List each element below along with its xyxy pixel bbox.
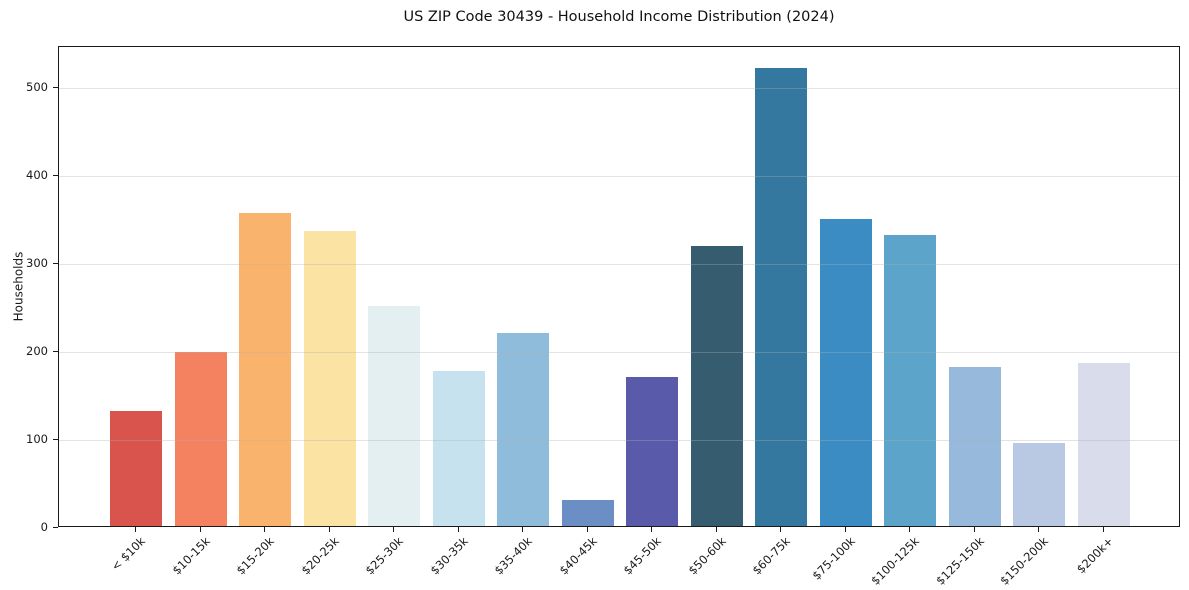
x-tick-mark-12	[844, 527, 846, 532]
x-tick-mark-15	[1038, 527, 1040, 532]
bar-11	[755, 67, 808, 526]
bar-5	[368, 305, 421, 526]
bar-12	[819, 219, 872, 526]
x-tick-mark-2	[199, 527, 201, 532]
bar-7	[497, 333, 550, 526]
y-tick-mark-200	[53, 350, 58, 352]
y-tick-label-300: 300	[26, 255, 48, 270]
y-tick-mark-500	[53, 86, 58, 88]
y-tick-label-400: 400	[26, 167, 48, 182]
bar-16	[1078, 363, 1130, 526]
y-tick-mark-0	[53, 527, 58, 528]
bar-1	[110, 411, 162, 526]
bar-15	[1013, 443, 1066, 526]
bar-6	[432, 370, 485, 526]
x-tick-mark-8	[586, 527, 588, 532]
bar-14	[948, 366, 1001, 526]
y-tick-mark-400	[53, 174, 58, 176]
bar-10	[690, 245, 743, 526]
x-tick-mark-6	[457, 527, 459, 532]
y-tick-label-500: 500	[26, 79, 48, 94]
x-tick-mark-1	[135, 527, 136, 532]
y-tick-label-0: 0	[40, 520, 48, 534]
x-tick-mark-5	[393, 527, 395, 532]
plot-area	[58, 46, 1180, 527]
y-axis-label: Households	[11, 251, 26, 322]
x-tick-mark-3	[264, 527, 266, 532]
bar-4	[303, 230, 356, 526]
x-tick-mark-13	[909, 527, 911, 532]
x-tick-mark-10	[715, 527, 717, 532]
x-tick-label-1: < $10k	[108, 534, 148, 574]
bars-layer	[59, 47, 1179, 526]
x-tick-mark-14	[973, 527, 975, 532]
y-tick-label-200: 200	[26, 343, 48, 358]
x-tick-mark-11	[780, 527, 782, 532]
bar-3	[239, 213, 292, 526]
bar-13	[884, 235, 937, 526]
x-tick-mark-4	[328, 527, 330, 532]
y-tick-mark-300	[53, 262, 58, 264]
y-tick-mark-100	[53, 438, 58, 440]
chart-title: US ZIP Code 30439 - Household Income Dis…	[403, 9, 835, 25]
y-tick-label-100: 100	[26, 431, 48, 446]
bar-9	[626, 377, 679, 526]
x-tick-mark-7	[522, 527, 524, 532]
x-tick-mark-16	[1103, 527, 1104, 532]
bar-2	[174, 351, 227, 526]
bar-8	[561, 500, 614, 526]
x-tick-mark-9	[651, 527, 653, 532]
